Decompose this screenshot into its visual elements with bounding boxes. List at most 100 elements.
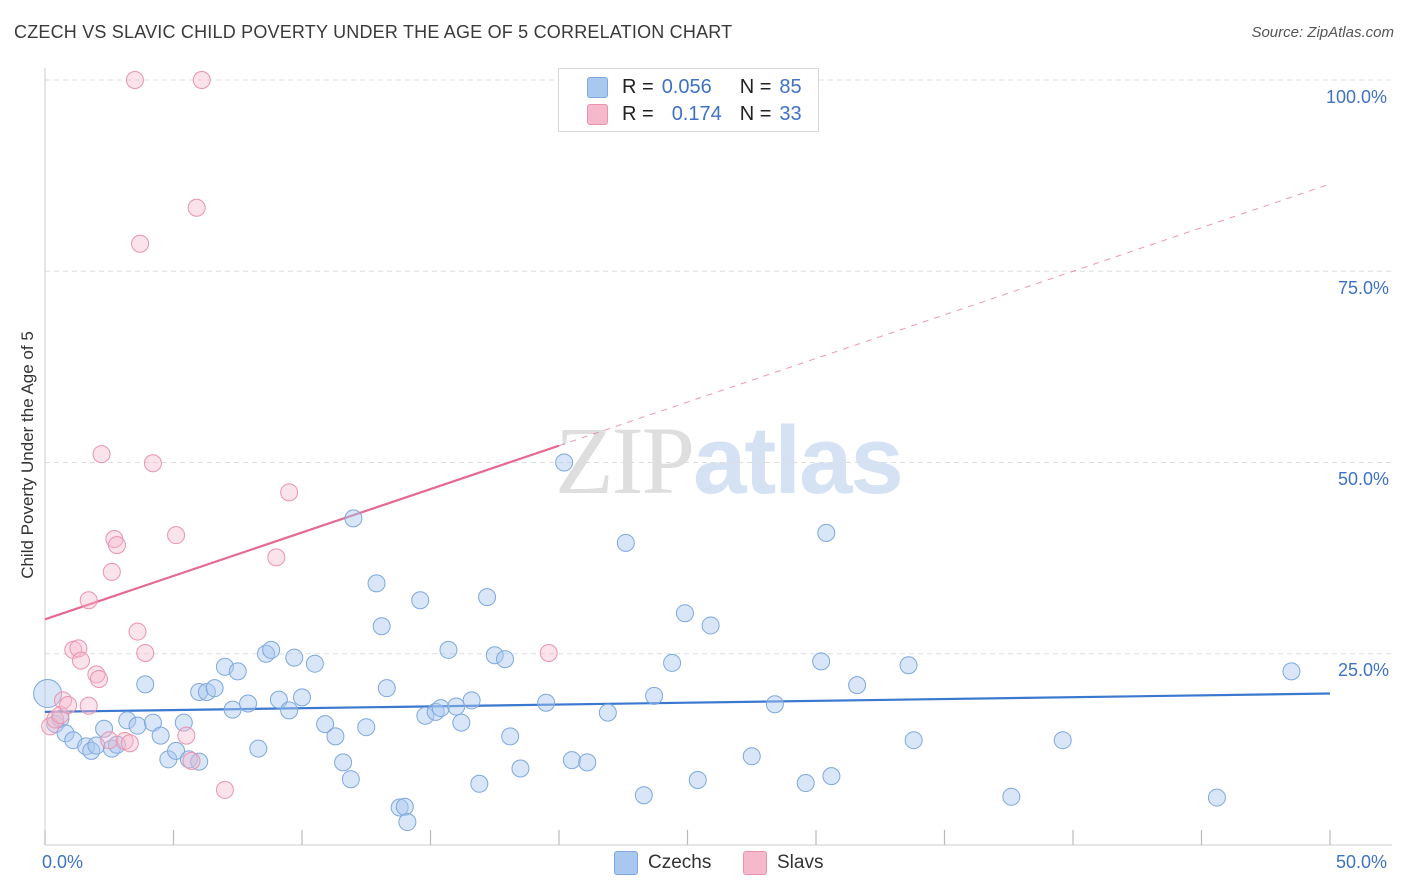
- czechs-point: [452, 713, 471, 732]
- czechs-point: [470, 774, 489, 793]
- czechs-point: [848, 676, 867, 695]
- czechs-point: [249, 739, 268, 758]
- czechs-point: [742, 747, 761, 766]
- czechs-point: [904, 731, 923, 750]
- czechs-point: [478, 588, 497, 607]
- slavs-swatch: [587, 103, 608, 125]
- czechs-point: [341, 770, 360, 789]
- czechs-legend-label: Czechs: [648, 852, 712, 873]
- czechs-point: [598, 703, 617, 722]
- czechs-point: [1207, 788, 1226, 807]
- czechs-point: [555, 453, 574, 472]
- slavs-point: [51, 705, 70, 724]
- czechs-point: [228, 662, 247, 681]
- czechs-trend-line: [44, 692, 1331, 713]
- slavs-point: [100, 731, 119, 750]
- czechs-point: [796, 774, 815, 793]
- stats-legend: R = 0.056 N = 85 R = 0.174 N = 33: [558, 68, 819, 132]
- czechs-point: [675, 604, 694, 623]
- slavs-legend-swatch: [743, 851, 767, 875]
- data-points: [33, 71, 1301, 832]
- y-tick-label-50: 50.0%: [1338, 469, 1390, 489]
- slavs-point: [92, 445, 111, 464]
- czechs-point: [205, 679, 224, 698]
- czechs-point: [812, 652, 831, 671]
- czechs-point: [822, 767, 841, 786]
- chart-title: CZECH VS SLAVIC CHILD POVERTY UNDER THE …: [14, 22, 733, 42]
- n-value: 85: [779, 75, 802, 98]
- slavs-point: [131, 234, 150, 253]
- czechs-point: [262, 640, 281, 659]
- czechs-point: [357, 718, 376, 737]
- czechs-point: [82, 741, 101, 760]
- czechs-point: [411, 591, 430, 610]
- czechs-point: [239, 694, 258, 713]
- y-tick-label-75: 75.0%: [1338, 278, 1390, 298]
- legend-row-slavs: R = 0.174 N = 33: [559, 101, 802, 127]
- czechs-point: [128, 716, 147, 735]
- czechs-point: [688, 770, 707, 789]
- n-label: N =: [739, 102, 772, 125]
- czechs-point: [190, 683, 209, 701]
- czechs-point: [395, 797, 414, 816]
- czechs-point: [462, 691, 481, 710]
- czechs-point: [51, 709, 70, 728]
- czechs-point: [431, 699, 450, 718]
- czechs-point: [316, 715, 335, 734]
- slavs-point: [89, 669, 108, 688]
- r-label: R =: [622, 75, 654, 98]
- czechs-point: [634, 786, 653, 805]
- czechs-point: [151, 726, 170, 745]
- legend-row-czechs: R = 0.056 N = 85: [559, 74, 802, 100]
- x-tick-label-min: 0.0%: [42, 852, 84, 872]
- slavs-point: [120, 734, 139, 753]
- czechs-point: [1002, 787, 1021, 806]
- slavs-point: [59, 696, 78, 715]
- source-label: Source: ZipAtlas.com: [1251, 24, 1394, 41]
- czechs-point: [817, 523, 836, 542]
- czechs-point: [562, 751, 581, 770]
- czechs-point: [501, 727, 520, 746]
- czechs-point: [190, 752, 209, 771]
- gridlines: [45, 79, 1392, 655]
- czechs-point: [416, 706, 435, 725]
- slavs-point: [215, 780, 234, 799]
- czechs-point: [344, 509, 363, 528]
- czechs-point: [118, 711, 137, 730]
- slavs-point: [128, 622, 147, 641]
- czechs-point: [765, 695, 784, 714]
- y-tick-label-100: 100.0%: [1326, 87, 1388, 107]
- czechs-point: [1053, 731, 1072, 750]
- slavs-point: [143, 454, 162, 473]
- czechs-point: [136, 675, 155, 694]
- slavs-point: [79, 696, 98, 715]
- czechs-point: [56, 724, 75, 743]
- czechs-point: [305, 654, 324, 673]
- r-value: 0.056: [661, 75, 712, 98]
- czechs-point: [447, 697, 466, 716]
- slavs-point: [107, 536, 126, 555]
- czechs-point: [223, 700, 242, 719]
- czechs-point: [645, 686, 664, 705]
- czechs-point: [1282, 662, 1301, 681]
- x-tick-label-max: 50.0%: [1336, 852, 1388, 872]
- slavs-point: [177, 726, 196, 745]
- slavs-point: [192, 71, 211, 89]
- czechs-point: [701, 616, 720, 635]
- n-value: 33: [779, 102, 802, 125]
- r-value: 0.174: [671, 102, 722, 125]
- slavs-point: [79, 591, 98, 610]
- czechs-point: [95, 719, 114, 738]
- slavs-point: [539, 643, 558, 662]
- slavs-point: [71, 651, 90, 670]
- czechs-point: [334, 753, 353, 772]
- czechs-point: [663, 653, 682, 672]
- slavs-trend-extension: [558, 183, 1331, 447]
- czechs-point: [367, 574, 386, 593]
- watermark-zip: ZIP: [555, 407, 695, 514]
- czechs-legend-swatch: [614, 851, 638, 875]
- czechs-point: [326, 727, 345, 746]
- slavs-trend-line: [44, 444, 560, 621]
- czechs-point: [280, 701, 299, 720]
